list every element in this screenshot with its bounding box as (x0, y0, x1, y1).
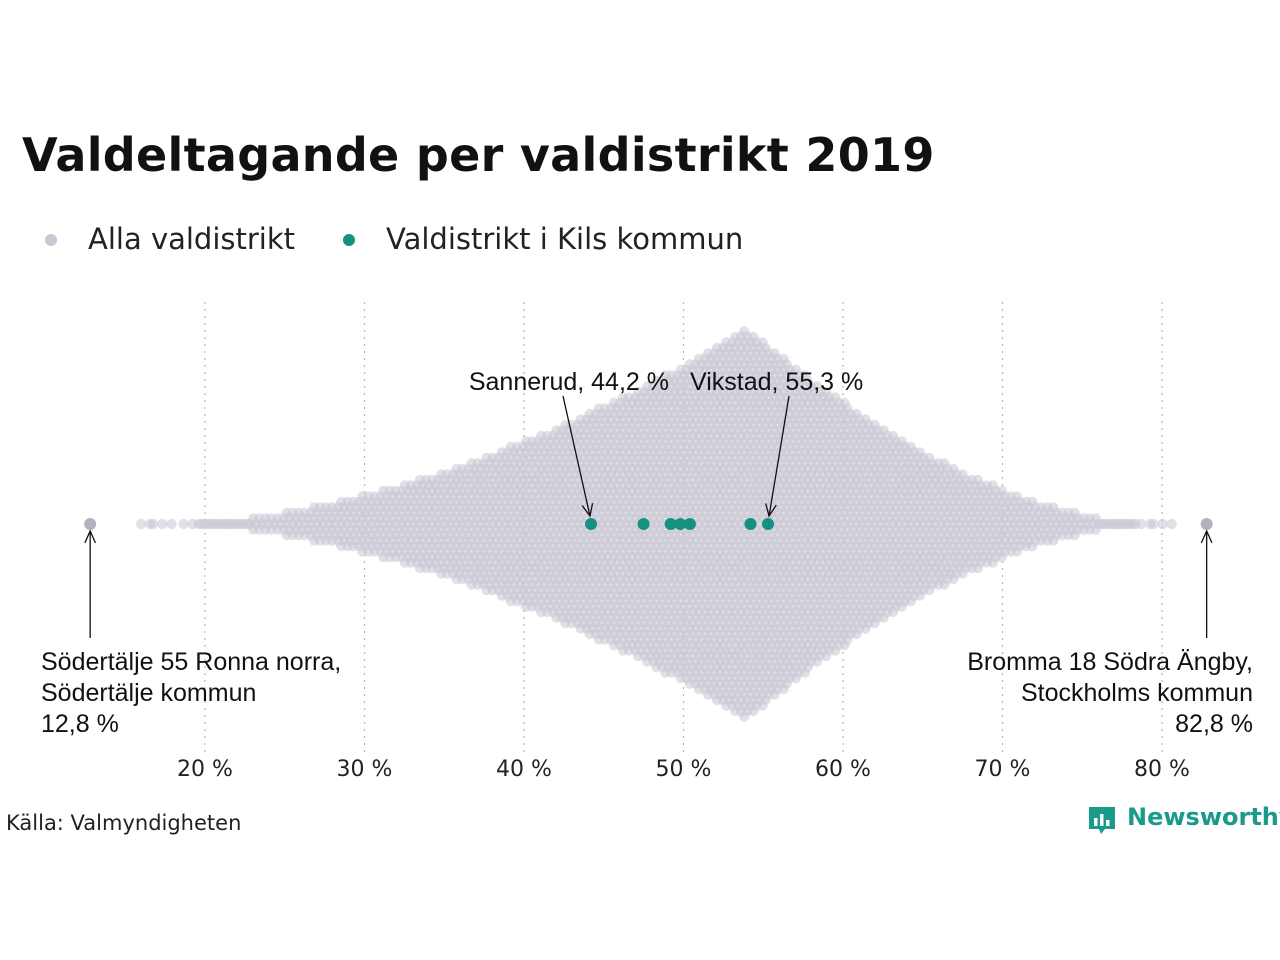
kil-point (664, 518, 677, 530)
kil-point (683, 518, 696, 530)
kil-point (762, 518, 774, 530)
x-tick-label: 50 % (656, 757, 712, 782)
x-tick-label: 70 % (975, 757, 1031, 782)
x-tick-label: 40 % (496, 757, 552, 782)
x-tick-label: 30 % (337, 757, 393, 782)
swarm-point (178, 518, 189, 530)
source-note: Källa: Valmyndigheten (6, 811, 242, 835)
x-tick-label: 60 % (815, 757, 871, 782)
annotation-sannerud: Sannerud, 44,2 % (469, 368, 669, 396)
brand-name: Newsworthy (1127, 803, 1280, 831)
annotation-vikstad: Vikstad, 55,3 % (690, 368, 863, 396)
max-point (1200, 518, 1213, 530)
kil-districts-points (585, 518, 774, 530)
legend-dot-kil-icon (343, 234, 355, 246)
annotation-arrows (84, 395, 1213, 638)
x-tick-label: 80 % (1134, 757, 1190, 782)
swarm-point (148, 518, 159, 530)
swarm-point (136, 518, 147, 530)
newsworthy-brand[interactable]: Newsworthy (1087, 803, 1280, 843)
annotation-min-line: Södertälje 55 Ronna norra, (41, 648, 341, 676)
chart-title: Valdeltagande per valdistrikt 2019 (22, 128, 935, 182)
arrow-sannerud (562, 395, 594, 518)
min-point (84, 518, 97, 530)
legend-label-kil: Valdistrikt i Kils kommun (386, 222, 744, 256)
swarm-point (166, 518, 177, 530)
annotation-max-line: 82,8 % (1175, 710, 1253, 738)
annotation-min-line: 12,8 % (41, 710, 119, 738)
swarm-point (1148, 518, 1159, 530)
swarm-point (157, 518, 168, 530)
arrow-min (84, 529, 97, 638)
swarm-point (1136, 518, 1147, 530)
all-districts-swarm (84, 326, 1213, 722)
legend-label-all: Alla valdistrikt (88, 222, 296, 256)
kil-point (585, 518, 597, 530)
swarm-point (1157, 518, 1168, 530)
x-tick-label: 20 % (177, 757, 233, 782)
arrow-max (1200, 529, 1213, 638)
annotations: Sannerud, 44,2 % Vikstad, 55,3 % Södertälj… (41, 368, 1253, 738)
kil-point (674, 518, 687, 530)
annotation-min-line: Södertälje kommun (41, 679, 256, 707)
annotation-max-line: Stockholms kommun (1021, 679, 1253, 707)
kil-point (637, 518, 650, 530)
x-axis-tick-labels: 20 % 30 % 40 % 50 % 60 % 70 % 80 % (177, 757, 1190, 782)
swarm-point (1166, 518, 1177, 530)
bar-chart-speech-bubble-icon (1089, 807, 1115, 834)
annotation-max-line: Bromma 18 Södra Ängby, (967, 648, 1253, 676)
arrow-vikstad (765, 395, 790, 518)
kil-point (744, 518, 757, 530)
legend-dot-all-icon (45, 234, 57, 246)
